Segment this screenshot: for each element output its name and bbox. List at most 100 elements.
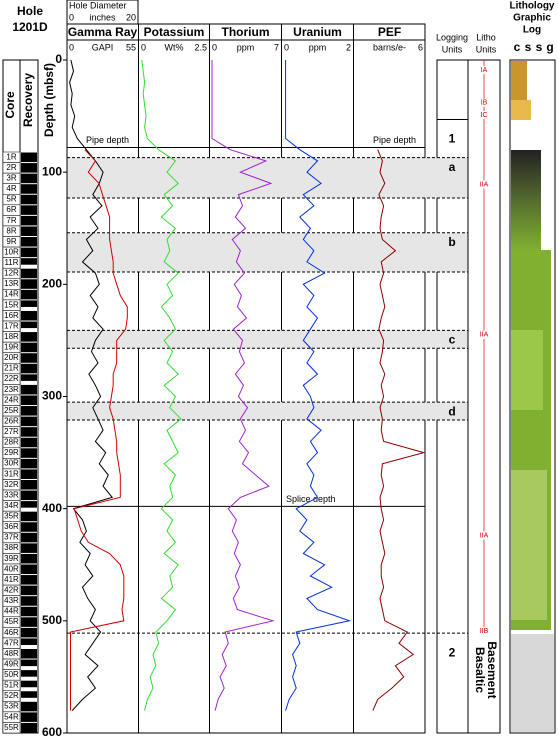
- basement-label: Basement: [485, 641, 499, 698]
- x-tick-label: 6: [418, 42, 423, 52]
- core-label: 9R: [6, 237, 16, 246]
- x-tick-label: 0: [141, 42, 146, 52]
- subunit-band: [67, 330, 468, 349]
- subunit-label: a: [449, 160, 456, 174]
- subunit-band: [67, 157, 468, 198]
- core-label: 7R: [6, 216, 16, 225]
- x-tick-label: 0: [69, 42, 74, 52]
- core-label: 3R: [6, 174, 16, 183]
- core-label: 47R: [4, 638, 19, 647]
- track-title: Hole Diameter: [69, 0, 127, 10]
- core-label: 29R: [4, 448, 19, 457]
- hole-title: Hole: [17, 4, 43, 18]
- graphic-log-title: Lithology: [510, 1, 555, 12]
- track-unit: ppm: [237, 42, 255, 52]
- litho-unit-label: IIA: [480, 532, 489, 539]
- litho-unit-label: IA: [481, 67, 488, 74]
- y-tick-label: 200: [42, 277, 62, 291]
- recovery-bar: [21, 406, 37, 416]
- core-label: 30R: [4, 459, 19, 468]
- recovery-bar: [21, 247, 37, 258]
- core-label: 55R: [4, 723, 19, 732]
- y-tick-label: 0: [55, 52, 62, 66]
- track-title: Potassium: [144, 25, 205, 39]
- logging-units-header: Units: [442, 44, 463, 54]
- graphic-log-frame: [509, 59, 556, 734]
- x-tick-label: 2: [346, 42, 351, 52]
- y-tick-label: 100: [42, 164, 62, 178]
- subunit-band: [67, 232, 468, 272]
- recovery-bar: [21, 596, 37, 606]
- recovery-bar: [21, 194, 37, 205]
- litho-label-bg: [477, 626, 491, 635]
- recovery-bar: [21, 237, 37, 247]
- x-tick-label: 55: [126, 42, 136, 52]
- core-label: 5R: [6, 195, 16, 204]
- graphic-log-title: Graphic: [513, 13, 551, 24]
- recovery-bar: [21, 522, 37, 532]
- recovery-bar: [21, 501, 37, 508]
- pipe-depth-label: Pipe depth: [86, 135, 129, 145]
- core-label: 53R: [4, 702, 19, 711]
- log-curve: [141, 59, 182, 711]
- x-tick-label: 7: [274, 42, 279, 52]
- litho-unit-label: IIA: [480, 181, 489, 188]
- litho-label-bg: [477, 66, 491, 75]
- core-label: 45R: [4, 617, 19, 626]
- y-tick-label: 400: [42, 501, 62, 515]
- recovery-bar: [21, 659, 37, 667]
- recovery-bar: [21, 205, 37, 215]
- subunit-label: d: [448, 404, 455, 418]
- core-label: 2R: [6, 163, 16, 172]
- log-curve: [69, 59, 114, 711]
- core-label: 49R: [4, 659, 19, 668]
- recovery-bar: [21, 479, 37, 490]
- core-label: 52R: [4, 691, 19, 700]
- litho-unit-label: IIA: [480, 332, 489, 339]
- log-curve: [285, 60, 352, 711]
- core-label: 33R: [4, 490, 19, 499]
- core-label: 23R: [4, 385, 19, 394]
- core-label: 13R: [4, 279, 19, 288]
- core-header: Core: [3, 91, 17, 119]
- log-curve: [70, 149, 128, 711]
- core-label: 54R: [4, 712, 19, 721]
- track-title: Uranium: [293, 25, 342, 39]
- core-label: 34R: [4, 501, 19, 510]
- lith-block: [511, 100, 531, 120]
- recovery-bar: [21, 553, 37, 564]
- recovery-bar: [21, 173, 37, 184]
- recovery-bar: [21, 152, 37, 163]
- core-label: 21R: [4, 364, 19, 373]
- recovery-bar: [21, 395, 37, 406]
- pipe-depth-label: Pipe depth: [373, 135, 416, 145]
- recovery-bar: [21, 374, 37, 381]
- core-label: 1R: [6, 152, 16, 161]
- core-label: 37R: [4, 533, 19, 542]
- track-unit: GAPI: [92, 42, 114, 52]
- recovery-bar: [21, 289, 37, 300]
- basement-label: Basaltic: [473, 647, 487, 693]
- core-label: 10R: [4, 247, 19, 256]
- core-label: 39R: [4, 554, 19, 563]
- core-label: 4R: [6, 184, 16, 193]
- core-label: 41R: [4, 575, 19, 584]
- lith-block: [511, 470, 547, 620]
- x-tick-label: 20: [126, 12, 136, 22]
- recovery-bar: [21, 215, 37, 226]
- recovery-bar: [21, 226, 37, 237]
- recovery-bar: [21, 701, 37, 712]
- core-label: 38R: [4, 543, 19, 552]
- recovery-bar: [21, 353, 37, 363]
- recovery-bar: [21, 163, 37, 173]
- recovery-bar: [21, 342, 37, 353]
- core-label: 51R: [4, 681, 19, 690]
- recovery-bar: [21, 712, 37, 722]
- subunit-label: c: [449, 332, 456, 346]
- recovery-bar: [21, 363, 37, 374]
- lith-block: [511, 330, 543, 410]
- log-curve: [211, 60, 275, 711]
- recovery-bar: [21, 458, 37, 469]
- lith-basalt: [511, 634, 554, 732]
- recovery-bar: [21, 416, 37, 427]
